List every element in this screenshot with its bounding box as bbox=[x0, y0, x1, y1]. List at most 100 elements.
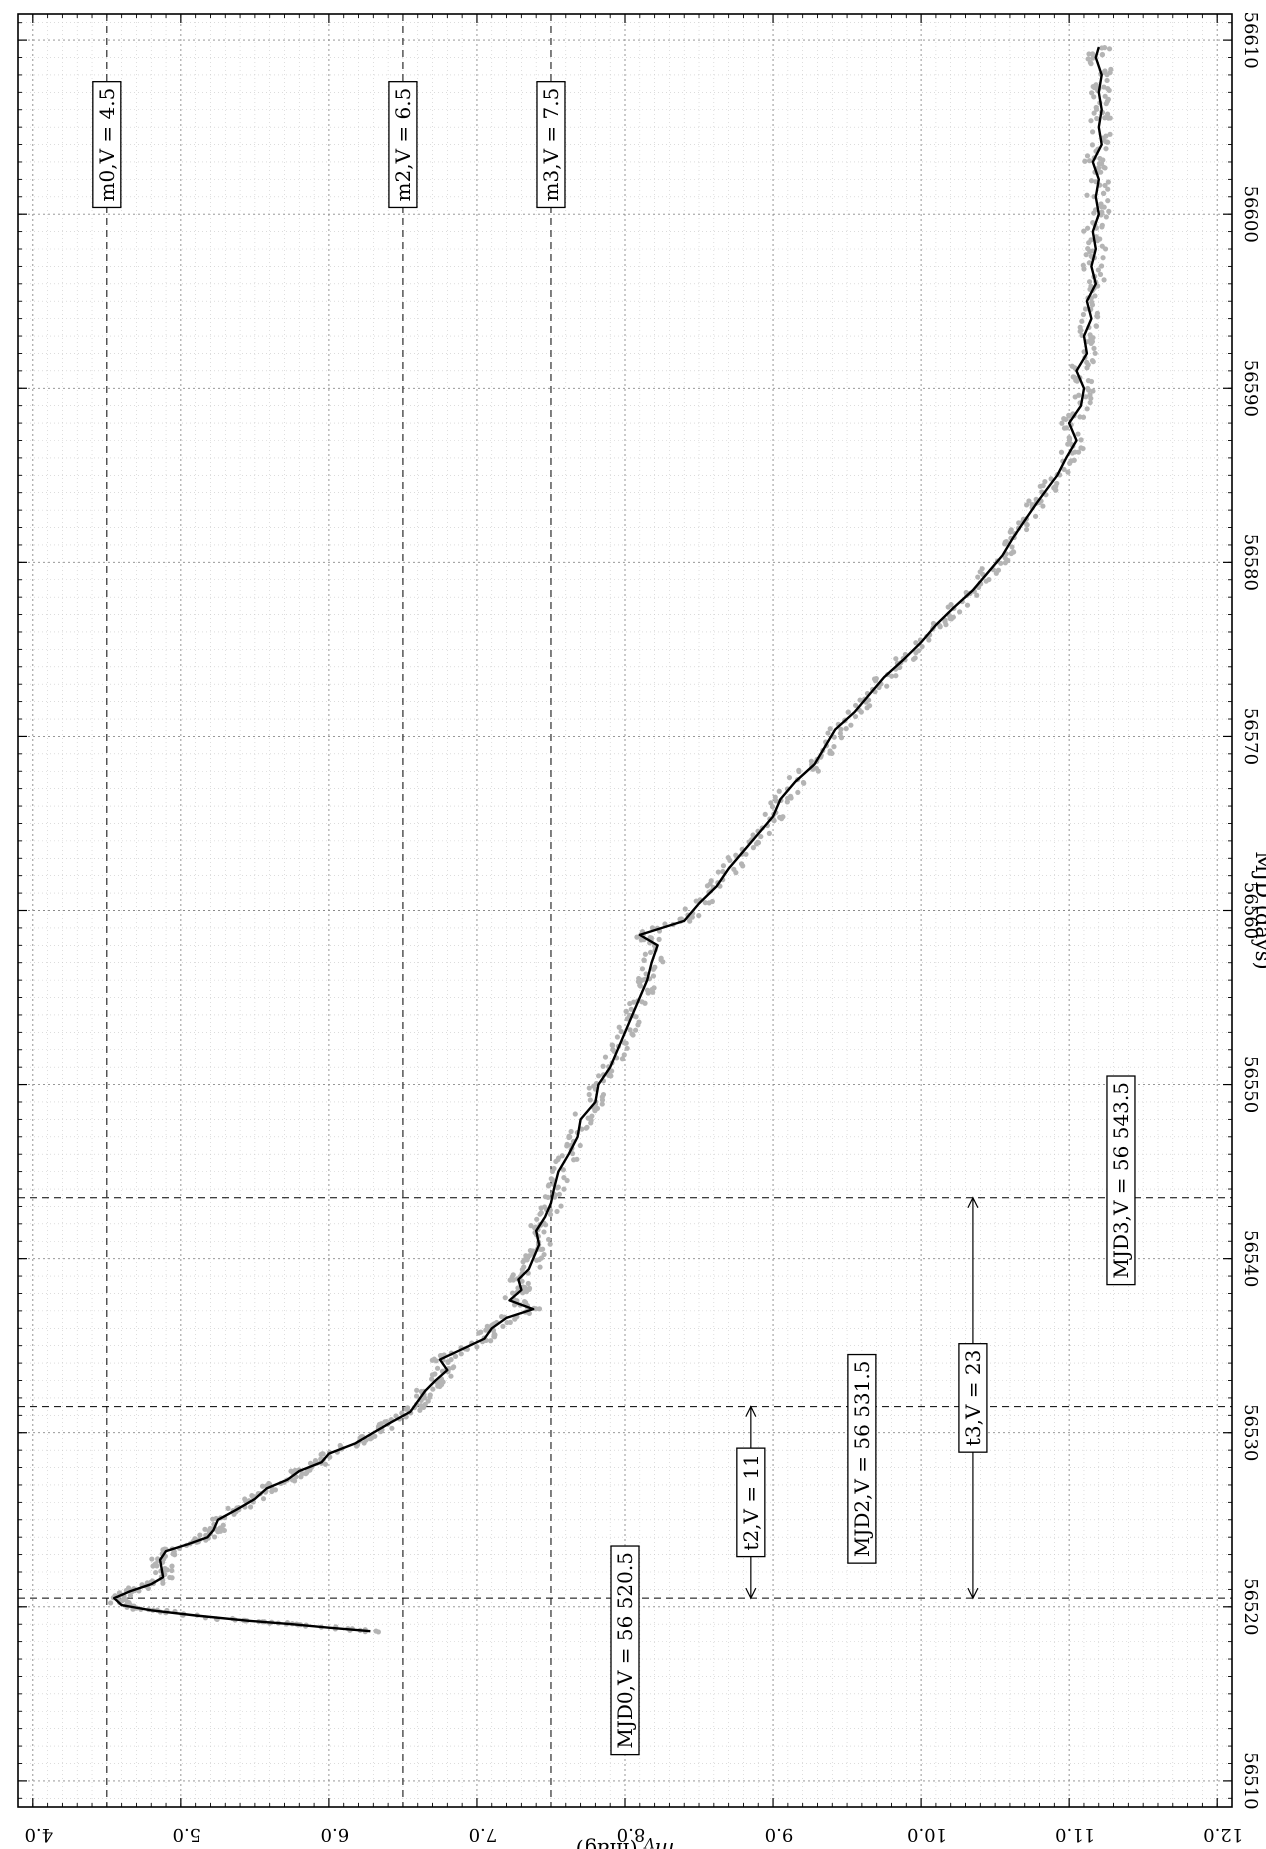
observation-point bbox=[602, 1054, 609, 1060]
observation-point bbox=[414, 1387, 420, 1393]
observation-point bbox=[825, 730, 831, 736]
observation-point bbox=[639, 966, 646, 972]
observation-point bbox=[1090, 51, 1096, 57]
observation-point bbox=[1032, 513, 1039, 519]
m3-annotation: m3,V = 7.5 bbox=[536, 81, 566, 209]
observation-point bbox=[1104, 72, 1110, 78]
observation-point bbox=[1068, 458, 1074, 464]
y-tick-label: 8.0 bbox=[617, 1824, 646, 1845]
m2-annotation-box bbox=[388, 81, 418, 209]
observation-point bbox=[1101, 164, 1107, 170]
y-label-unit: (mag) bbox=[576, 1838, 645, 1849]
observation-point bbox=[1103, 133, 1109, 139]
x-tick-label: 56520 bbox=[1240, 1578, 1261, 1635]
observation-point bbox=[448, 1373, 454, 1379]
observation-point bbox=[913, 650, 919, 656]
observation-point bbox=[1097, 155, 1103, 162]
x-tick-label: 56590 bbox=[1240, 360, 1261, 417]
observation-point bbox=[170, 1551, 176, 1557]
observation-point bbox=[1002, 541, 1008, 547]
t3-annotation: t3,V = 23 bbox=[958, 1343, 988, 1453]
observation-point bbox=[1084, 406, 1090, 412]
observation-point bbox=[375, 1629, 382, 1635]
observation-point bbox=[912, 655, 918, 661]
observation-point bbox=[1089, 339, 1096, 345]
observation-point bbox=[1086, 279, 1093, 285]
observation-point bbox=[126, 1585, 132, 1591]
observation-point bbox=[547, 1241, 553, 1247]
observation-point bbox=[589, 1113, 595, 1119]
observation-point bbox=[1005, 557, 1011, 564]
observation-point bbox=[1095, 267, 1101, 273]
observation-point bbox=[564, 1143, 570, 1149]
axis-ticks bbox=[18, 14, 1232, 1807]
observation-point bbox=[289, 1477, 296, 1483]
observation-point bbox=[167, 1574, 173, 1581]
observation-point bbox=[596, 1073, 602, 1079]
observation-point bbox=[1078, 327, 1084, 333]
observation-point bbox=[636, 975, 642, 982]
observation-point bbox=[785, 795, 791, 801]
observation-point bbox=[1075, 431, 1081, 437]
m0-annotation-box bbox=[92, 81, 122, 209]
observation-point bbox=[1066, 437, 1073, 443]
t3-interval-arrow-head bbox=[967, 1196, 979, 1208]
observation-point bbox=[647, 949, 654, 956]
observation-point bbox=[1083, 394, 1089, 400]
observation-point bbox=[521, 1257, 527, 1263]
observation-point bbox=[1106, 87, 1112, 93]
observation-point bbox=[702, 900, 708, 906]
observation-point bbox=[1040, 503, 1046, 509]
t3-interval-arrow-head bbox=[967, 1587, 979, 1600]
observation-point bbox=[838, 726, 844, 732]
observation-point bbox=[211, 1534, 218, 1540]
observation-point bbox=[1105, 179, 1111, 185]
annotation-boxes: m0,V = 4.5 m2,V = 6.5 m3,V = 7.5 MJD0,V = 5… bbox=[92, 81, 1136, 1756]
observation-point bbox=[1072, 449, 1078, 455]
observation-point bbox=[1063, 425, 1070, 431]
observation-point bbox=[1105, 115, 1111, 121]
observation-point bbox=[1080, 414, 1087, 420]
observation-point bbox=[1102, 246, 1109, 252]
observation-point bbox=[618, 1028, 624, 1035]
observation-point bbox=[1096, 160, 1102, 167]
observation-point bbox=[727, 857, 733, 863]
observation-point bbox=[634, 934, 640, 940]
observation-point bbox=[743, 851, 749, 857]
mjd2-annotation-text: MJD2,V = 56 531.5 bbox=[850, 1361, 874, 1558]
observation-point bbox=[432, 1371, 438, 1377]
observation-point bbox=[561, 1175, 567, 1181]
observation-point bbox=[979, 566, 985, 572]
observation-point bbox=[1023, 502, 1030, 508]
observation-point bbox=[641, 957, 647, 963]
observation-point bbox=[829, 750, 835, 756]
x-tick-label: 56540 bbox=[1240, 1230, 1261, 1287]
observation-point bbox=[1094, 106, 1100, 112]
observation-point bbox=[621, 1052, 627, 1058]
observation-point bbox=[945, 604, 951, 610]
observation-point bbox=[776, 788, 782, 794]
observation-point bbox=[795, 789, 801, 796]
observation-point bbox=[1085, 225, 1091, 231]
observation-point bbox=[750, 845, 756, 851]
y-tick-label: 5.0 bbox=[173, 1824, 202, 1845]
mjd2-annotation: MJD2,V = 56 531.5 bbox=[847, 1353, 877, 1564]
observation-point bbox=[538, 1246, 544, 1253]
observation-point bbox=[545, 1194, 551, 1201]
observation-point bbox=[571, 1157, 577, 1163]
observation-point bbox=[693, 898, 699, 904]
observation-point bbox=[504, 1319, 510, 1326]
observation-point bbox=[768, 800, 774, 806]
observation-point bbox=[108, 1600, 114, 1606]
observation-point bbox=[1084, 359, 1090, 366]
observation-point bbox=[417, 1407, 423, 1413]
observation-point bbox=[559, 1153, 565, 1159]
observation-point bbox=[599, 1101, 605, 1107]
observation-point bbox=[827, 726, 833, 732]
observation-point bbox=[780, 814, 786, 820]
observation-point bbox=[153, 1561, 159, 1567]
observation-point bbox=[857, 697, 863, 703]
observation-point bbox=[1061, 466, 1067, 473]
observation-point bbox=[169, 1563, 175, 1569]
